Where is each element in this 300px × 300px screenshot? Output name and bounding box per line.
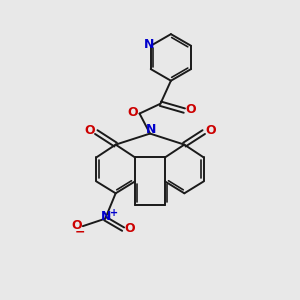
Text: O: O <box>124 222 135 235</box>
Text: N: N <box>146 124 156 136</box>
Text: N: N <box>100 210 111 223</box>
Text: +: + <box>110 208 118 218</box>
Text: O: O <box>186 103 196 116</box>
Text: −: − <box>75 225 86 238</box>
Text: O: O <box>205 124 216 137</box>
Text: O: O <box>84 124 95 137</box>
Text: N: N <box>144 38 154 51</box>
Text: O: O <box>71 219 82 232</box>
Text: O: O <box>128 106 138 118</box>
